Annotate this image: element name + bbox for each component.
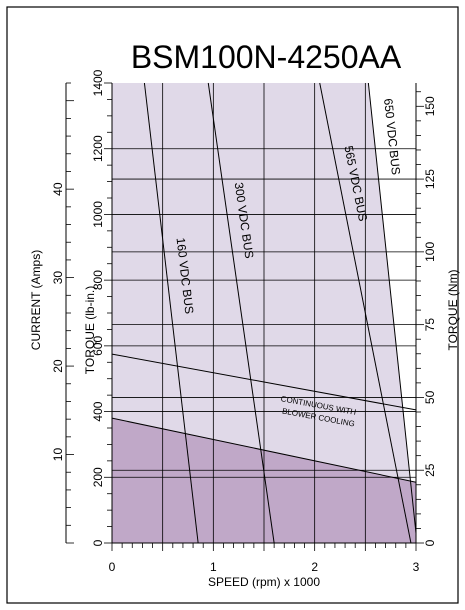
nm-tick-label: 50 [423, 390, 437, 404]
y-axis-label-torque-lbin: TORQUE (lb-in.) [83, 286, 97, 374]
bus-line-3 [319, 82, 412, 544]
y-tick-label-lbin: 800 [91, 270, 105, 290]
nm-tick-label: 25 [423, 463, 437, 477]
bus-line-2 [207, 82, 275, 544]
grid-lines [112, 83, 416, 543]
y-tick-label-lbin: 200 [91, 467, 105, 487]
y-tick-label-lbin: 600 [91, 336, 105, 356]
curves [111, 82, 417, 544]
x-tick-label: 3 [413, 560, 420, 574]
nm-tick-label: 150 [423, 96, 437, 116]
continuous-region-edge [111, 417, 417, 483]
y-axis-label-torque-nm: TORQUE (Nm) [446, 269, 460, 350]
x-tick-label: 0 [109, 560, 116, 574]
bus-line-1 [143, 82, 199, 544]
x-tick-label: 1 [210, 560, 217, 574]
bus-line-4 [367, 82, 417, 534]
current-tick-label: 10 [51, 448, 65, 462]
current-tick-label: 40 [51, 182, 65, 196]
current-tick-label: 30 [51, 271, 65, 285]
current-tick-label: 20 [51, 359, 65, 373]
x-axis-label: SPEED (rpm) x 1000 [208, 575, 320, 589]
y-tick-label-lbin: 1400 [91, 69, 105, 96]
outer-border [6, 6, 459, 604]
y-tick-label-lbin: 1000 [91, 201, 105, 228]
y-tick-label-lbin: 400 [91, 401, 105, 421]
y-axis-label-current: CURRENT (Amps) [29, 250, 43, 350]
y-tick-label-lbin: 0 [91, 539, 105, 546]
nm-tick-label: 75 [423, 318, 437, 332]
nm-tick-label: 125 [423, 169, 437, 189]
x-tick-label: 2 [311, 560, 318, 574]
continuous-curve [111, 353, 417, 411]
nm-tick-label: 0 [423, 539, 437, 546]
nm-tick-label: 100 [423, 242, 437, 262]
chart-title: BSM100N-4250AA [131, 39, 402, 75]
bus-label-4: 650 VDC BUS [381, 98, 403, 176]
axes: 0 1 2 3020040060080010001200140010203040025… [51, 69, 437, 574]
y-tick-label-lbin: 1200 [91, 135, 105, 162]
